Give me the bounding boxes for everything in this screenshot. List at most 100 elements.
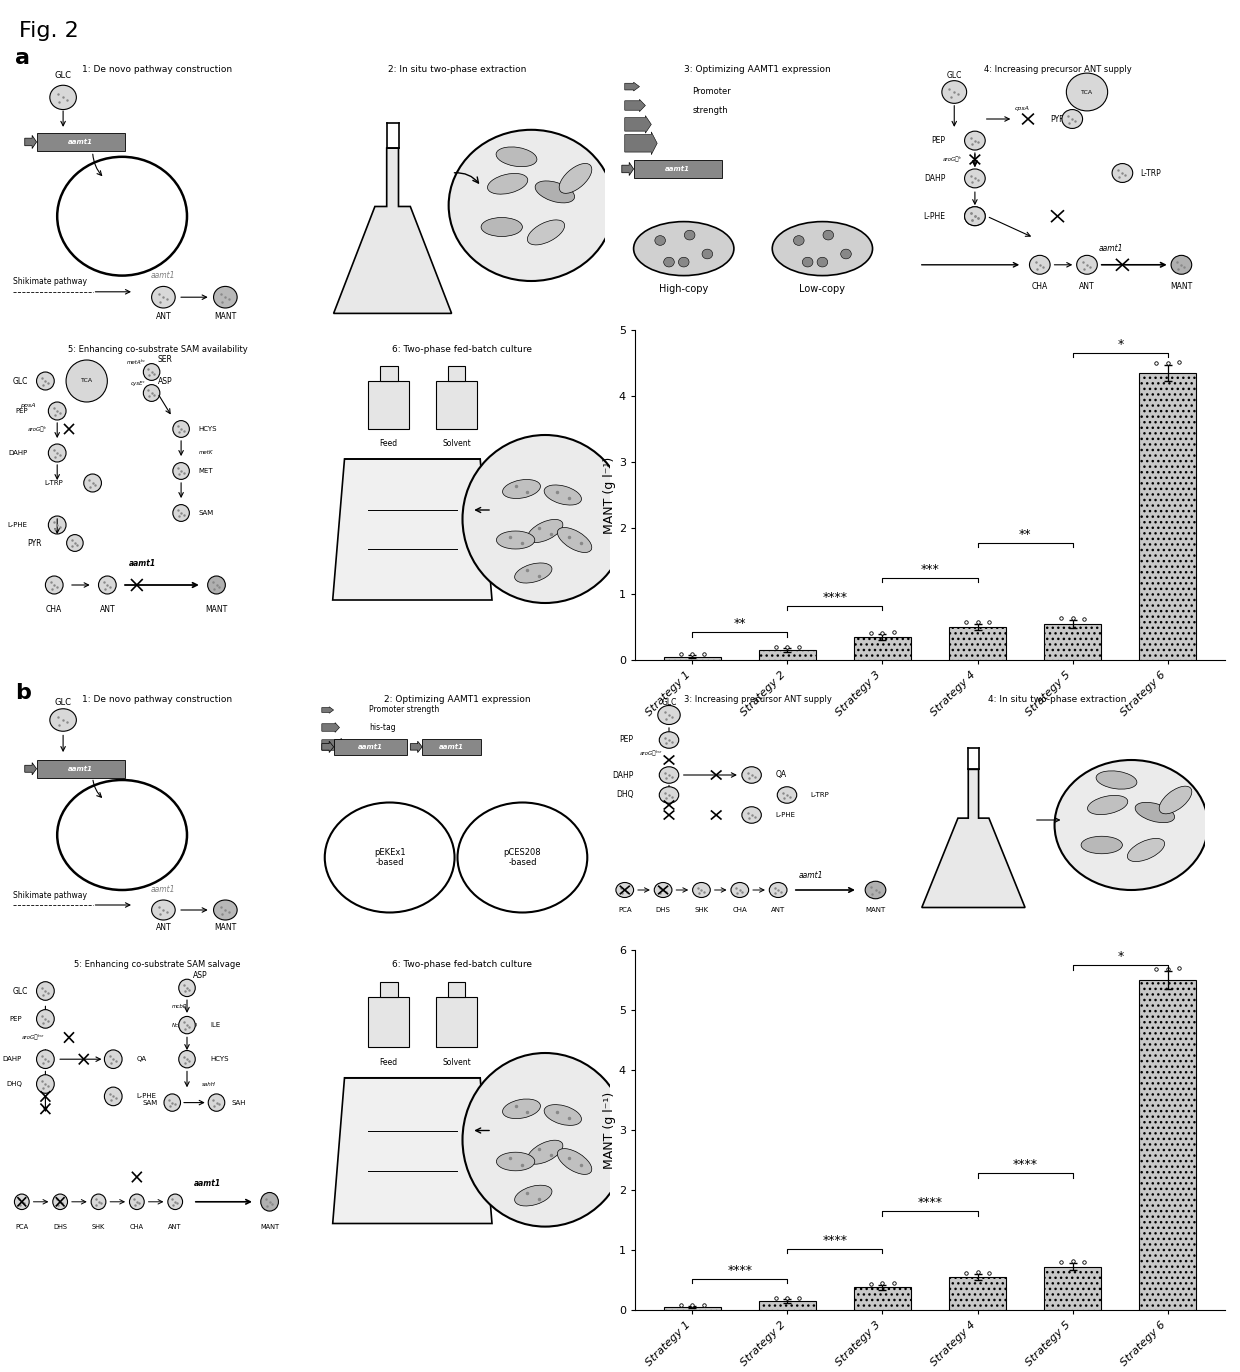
Circle shape (144, 384, 160, 402)
Circle shape (151, 900, 175, 921)
Text: pEKEx1
-based: pEKEx1 -based (373, 848, 405, 867)
Polygon shape (332, 460, 492, 600)
Text: Fig. 2: Fig. 2 (19, 21, 78, 41)
Ellipse shape (558, 527, 591, 553)
Text: ****: **** (822, 1233, 847, 1247)
Text: DAHP: DAHP (613, 771, 634, 779)
Text: Promoter: Promoter (693, 88, 732, 96)
Text: SAM: SAM (143, 1099, 157, 1106)
Text: aroGᵮᵇ: aroGᵮᵇ (942, 156, 961, 162)
Polygon shape (332, 1078, 492, 1224)
Circle shape (965, 207, 986, 225)
Circle shape (179, 1017, 195, 1033)
Circle shape (144, 364, 160, 380)
FancyArrow shape (625, 82, 640, 91)
Text: Feed: Feed (379, 439, 398, 449)
Text: ANT: ANT (155, 311, 171, 321)
Circle shape (1054, 760, 1208, 890)
Ellipse shape (527, 1140, 563, 1165)
Circle shape (36, 372, 55, 390)
Circle shape (53, 1194, 67, 1210)
Circle shape (98, 576, 117, 594)
Text: mcbR: mcbR (172, 1004, 188, 1008)
Text: Solvent: Solvent (443, 1058, 471, 1067)
FancyArrow shape (621, 162, 634, 176)
Circle shape (1029, 255, 1050, 274)
Circle shape (260, 1192, 279, 1211)
Text: PEP: PEP (620, 735, 634, 745)
Circle shape (129, 1194, 144, 1210)
Bar (379, 366, 398, 381)
Circle shape (36, 1074, 55, 1093)
Bar (36, 133, 125, 151)
Circle shape (57, 781, 187, 890)
Ellipse shape (1135, 803, 1174, 823)
FancyArrow shape (322, 741, 334, 753)
Text: aamt1: aamt1 (129, 560, 156, 568)
Text: ****: **** (727, 1264, 753, 1276)
Text: ****: **** (822, 591, 847, 604)
Circle shape (46, 576, 63, 594)
Circle shape (1171, 255, 1192, 274)
Bar (368, 997, 409, 1047)
Circle shape (213, 900, 237, 921)
Ellipse shape (527, 520, 563, 542)
Text: his-tag: his-tag (370, 723, 396, 733)
Ellipse shape (558, 1148, 591, 1174)
Circle shape (663, 257, 675, 268)
Bar (1044, 624, 1101, 660)
Bar (334, 738, 408, 755)
Circle shape (458, 803, 588, 912)
Text: CHA: CHA (1032, 281, 1048, 291)
Text: High-copy: High-copy (660, 284, 708, 294)
Bar (368, 381, 409, 429)
Circle shape (36, 1010, 55, 1028)
Bar (663, 657, 720, 660)
Circle shape (1061, 110, 1083, 129)
FancyArrow shape (410, 741, 422, 753)
Text: sahH: sahH (202, 1081, 216, 1087)
Circle shape (67, 535, 83, 552)
Text: SAM: SAM (198, 510, 215, 516)
Circle shape (1066, 73, 1107, 111)
FancyArrow shape (25, 136, 36, 148)
Ellipse shape (515, 563, 552, 583)
Text: aamt1: aamt1 (151, 885, 176, 895)
Text: PCA: PCA (618, 907, 631, 912)
Text: aamt1: aamt1 (799, 870, 823, 879)
Circle shape (15, 1194, 30, 1210)
Text: aamt1: aamt1 (68, 766, 93, 771)
Text: DAHP: DAHP (2, 1056, 22, 1062)
Bar (949, 627, 1006, 660)
Ellipse shape (634, 222, 734, 276)
Text: aamt1: aamt1 (1099, 244, 1123, 252)
Circle shape (167, 1194, 182, 1210)
Bar (1044, 1266, 1101, 1310)
Text: CHA: CHA (130, 1224, 144, 1229)
Text: aamt1: aamt1 (439, 744, 464, 750)
Text: QA: QA (775, 771, 786, 779)
Text: *: * (1117, 338, 1123, 351)
Text: Ncgl2640: Ncgl2640 (172, 1022, 198, 1028)
Circle shape (104, 1087, 122, 1106)
Text: PYR: PYR (27, 538, 42, 547)
Circle shape (91, 1194, 105, 1210)
Circle shape (802, 257, 813, 268)
Bar (1140, 373, 1197, 660)
Bar (379, 982, 398, 997)
Text: GLC: GLC (661, 698, 677, 707)
Circle shape (655, 882, 672, 897)
Text: Shikimate pathway: Shikimate pathway (12, 277, 87, 285)
Text: MANT: MANT (215, 923, 237, 932)
Circle shape (57, 156, 187, 276)
Text: aroGᵮᵇ: aroGᵮᵇ (27, 425, 47, 432)
Circle shape (657, 705, 681, 724)
Ellipse shape (1081, 837, 1122, 853)
Text: metAᵇᶜ: metAᵇᶜ (126, 361, 146, 365)
Circle shape (794, 236, 804, 246)
Circle shape (172, 421, 190, 438)
Ellipse shape (502, 479, 541, 498)
Polygon shape (921, 770, 1025, 907)
Bar (854, 637, 911, 660)
Text: cpsA: cpsA (1014, 106, 1029, 111)
